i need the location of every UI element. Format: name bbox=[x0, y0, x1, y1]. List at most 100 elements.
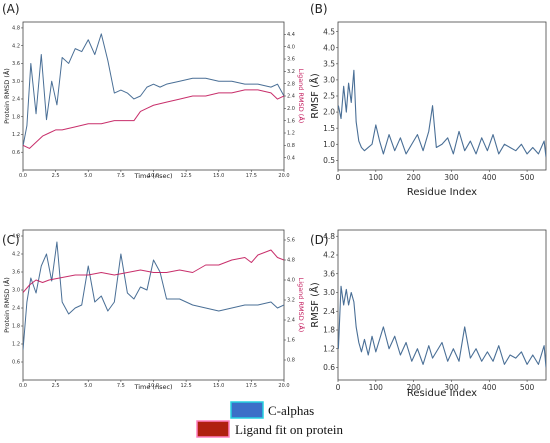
y-tick-label: 4.5 bbox=[323, 27, 335, 36]
y-tick-label: 1.5 bbox=[323, 124, 335, 133]
x-tick-label: 2.5 bbox=[52, 383, 60, 389]
y-tick-label: 2.4 bbox=[12, 97, 20, 103]
y-tick-label: 1.0 bbox=[323, 140, 335, 149]
x-tick-label: 100 bbox=[369, 173, 384, 182]
y2-tick-label: 3.2 bbox=[287, 298, 295, 304]
y2-tick-label: 2.4 bbox=[287, 318, 295, 324]
panel-label: (B) bbox=[310, 2, 328, 16]
x-tick-label: 0.0 bbox=[19, 383, 27, 389]
y-tick-label: 4.8 bbox=[323, 232, 335, 241]
x-tick-label: 200 bbox=[406, 383, 421, 392]
x-tick-label: 15.0 bbox=[213, 383, 224, 389]
y-tick-label: 1.2 bbox=[12, 132, 20, 138]
y-axis-label: Protein RMSD (Å) bbox=[2, 277, 11, 333]
y-tick-label: 4.2 bbox=[12, 43, 20, 49]
x-tick-label: 20.0 bbox=[278, 383, 289, 389]
legend-label-ligand: Ligand fit on protein bbox=[235, 422, 343, 437]
y2-tick-label: 0.8 bbox=[287, 358, 295, 364]
y-tick-label: 3.0 bbox=[12, 288, 20, 294]
y2-tick-label: 4.8 bbox=[287, 258, 295, 264]
plot-frame bbox=[337, 229, 547, 381]
y-tick-label: 1.2 bbox=[323, 344, 335, 353]
panel-label: (A) bbox=[2, 2, 20, 16]
plot-frame bbox=[22, 21, 285, 171]
x-tick-label: 400 bbox=[482, 383, 497, 392]
x-tick-label: 10.0 bbox=[148, 173, 159, 179]
x-tick-label: 0.0 bbox=[19, 173, 27, 179]
x-tick-label: 5.0 bbox=[84, 173, 92, 179]
panel-2: (B) 0 100 200 300 400 500 0.5 1.0 1.5 2.0 2.5 3.0 3.5… bbox=[308, 2, 547, 198]
y-tick-label: 3.0 bbox=[323, 288, 335, 297]
x-tick-label: 0 bbox=[336, 383, 341, 392]
x-tick-label: 17.5 bbox=[246, 173, 257, 179]
x-tick-label: 5.0 bbox=[84, 383, 92, 389]
x-tick-label: 12.5 bbox=[181, 383, 192, 389]
y-tick-label: 3.6 bbox=[12, 61, 20, 67]
y-tick-label: 1.8 bbox=[12, 114, 20, 120]
y2-tick-label: 4.4 bbox=[287, 32, 295, 38]
y-tick-label: 4.2 bbox=[12, 252, 20, 258]
y-tick-label: 0.6 bbox=[12, 150, 20, 156]
x-tick-label: 10.0 bbox=[148, 383, 159, 389]
series-line-1 bbox=[23, 241, 284, 351]
y-tick-label: 2.0 bbox=[323, 108, 335, 117]
y2-tick-label: 1.6 bbox=[287, 118, 295, 124]
y2-tick-label: 2.4 bbox=[287, 94, 295, 100]
x-tick-label: 12.5 bbox=[181, 173, 192, 179]
series-line-2 bbox=[23, 89, 284, 149]
x-tick-label: 500 bbox=[520, 173, 535, 182]
y2-tick-label: 4.0 bbox=[287, 44, 295, 50]
x-tick-label: 20.0 bbox=[278, 173, 289, 179]
y2-tick-label: 3.2 bbox=[287, 69, 295, 75]
y-tick-label: 4.2 bbox=[323, 251, 335, 260]
x-tick-label: 7.5 bbox=[117, 173, 125, 179]
y-tick-label: 2.4 bbox=[12, 306, 20, 312]
series-line-1 bbox=[338, 69, 546, 158]
y-tick-label: 2.4 bbox=[323, 307, 335, 316]
panel-3: (C) 0.0 2.5 5.0 7.5 10.0 12.5 15.0 17.5 20.0 0.6 1.… bbox=[2, 229, 306, 391]
y-tick-label: 2.5 bbox=[323, 92, 335, 101]
y2-axis-label: Ligand RMSD (Å) bbox=[297, 69, 306, 124]
x-tick-label: 300 bbox=[444, 173, 459, 182]
y2-axis-label: Ligand RMSD (Å) bbox=[297, 278, 306, 333]
y2-tick-label: 4.0 bbox=[287, 278, 295, 284]
x-tick-label: 100 bbox=[369, 383, 384, 392]
x-tick-label: 15.0 bbox=[213, 173, 224, 179]
y2-tick-label: 3.6 bbox=[287, 57, 295, 63]
x-axis-label: Residue Index bbox=[407, 388, 477, 399]
panel-1: (A) 0.0 2.5 5.0 7.5 10.0 12.5 15.0 17.5 20.0 0.6 1.… bbox=[2, 2, 306, 180]
y-tick-label: 3.5 bbox=[323, 59, 335, 68]
plot-frame bbox=[337, 21, 547, 171]
y-tick-label: 0.6 bbox=[12, 360, 20, 366]
panel-label: (C) bbox=[2, 233, 20, 247]
x-tick-label: 17.5 bbox=[246, 383, 257, 389]
legend-swatch-ligand bbox=[196, 420, 230, 438]
x-tick-label: 200 bbox=[406, 173, 421, 182]
x-tick-label: 500 bbox=[520, 383, 535, 392]
y2-tick-label: 1.6 bbox=[287, 338, 295, 344]
x-tick-label: 400 bbox=[482, 173, 497, 182]
panel-4: (D) 0 100 200 300 400 500 0.6 1.2 1.8 2.4 3.0 3.6 4.2… bbox=[308, 229, 547, 399]
y-tick-label: 0.5 bbox=[323, 156, 335, 165]
y2-tick-label: 0.4 bbox=[287, 155, 295, 161]
y-tick-label: 4.8 bbox=[12, 26, 20, 32]
x-axis-label: Time (nsec) bbox=[133, 172, 172, 180]
x-axis-label: Residue Index bbox=[407, 187, 477, 198]
y-axis-label: Protein RMSD (Å) bbox=[2, 68, 11, 124]
series-line-1 bbox=[338, 285, 546, 368]
series-line-2 bbox=[23, 249, 284, 293]
y-tick-label: 3.6 bbox=[323, 269, 335, 278]
y-tick-label: 0.6 bbox=[323, 363, 335, 372]
x-tick-label: 7.5 bbox=[117, 383, 125, 389]
legend-swatch-c-alphas bbox=[230, 401, 264, 419]
y2-tick-label: 0.8 bbox=[287, 143, 295, 149]
legend-label-c-alphas: C-alphas bbox=[268, 403, 314, 418]
y-axis-label: RMSF (Å) bbox=[308, 282, 321, 328]
x-axis-label: Time (nsec) bbox=[133, 383, 172, 391]
y-tick-label: 4.0 bbox=[323, 43, 335, 52]
legend: C-alphas Ligand fit on protein bbox=[196, 401, 343, 438]
y-tick-label: 3.0 bbox=[323, 76, 335, 85]
x-tick-label: 2.5 bbox=[52, 173, 60, 179]
y-tick-label: 3.0 bbox=[12, 79, 20, 85]
y-tick-label: 4.8 bbox=[12, 234, 20, 240]
